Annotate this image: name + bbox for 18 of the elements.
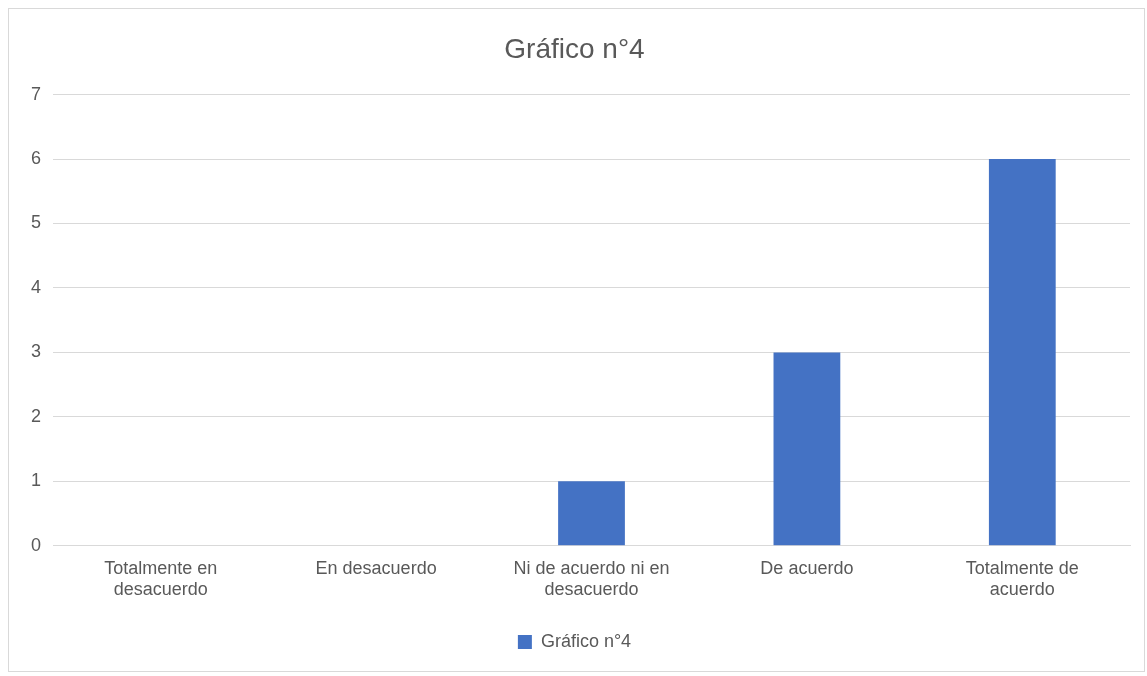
y-tick-label: 1 <box>31 470 42 491</box>
bar <box>558 481 625 546</box>
x-tick-label: En desacuerdo <box>315 557 437 578</box>
bar <box>988 159 1056 546</box>
bar <box>773 352 841 546</box>
y-tick-label: 0 <box>31 534 42 555</box>
y-tick-label: 2 <box>31 405 42 426</box>
y-tick-label: 3 <box>31 341 42 362</box>
y-tick-label: 6 <box>31 148 42 169</box>
y-tick-label: 4 <box>31 276 42 297</box>
legend-label: Gráfico n°4 <box>540 630 632 651</box>
chart-title: Gráfico n°4 <box>504 32 645 64</box>
y-tick-label: 5 <box>31 212 42 233</box>
y-tick-label: 7 <box>31 83 42 104</box>
x-tick-label: Totalmente de acuerdo <box>965 557 1079 600</box>
x-tick-label: Totalmente en desacuerdo <box>104 557 218 600</box>
x-tick-label: Ni de acuerdo ni en desacuerdo <box>513 557 670 600</box>
x-tick-label: De acuerdo <box>760 557 854 578</box>
